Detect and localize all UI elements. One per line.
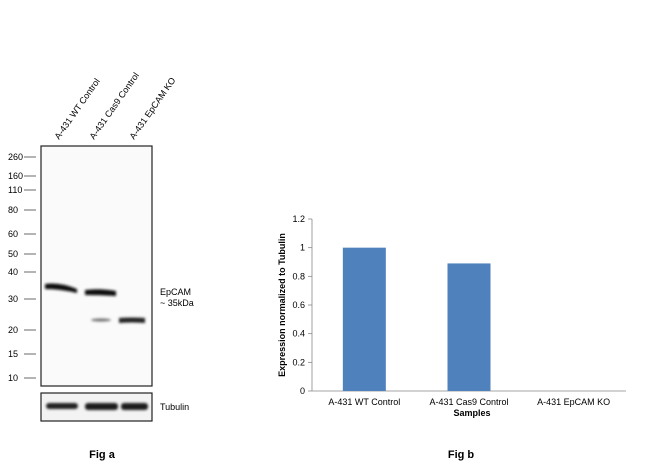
band-cas9: [85, 289, 116, 296]
marker-label: 260: [8, 152, 23, 162]
fig-a-caption: Fig a: [89, 449, 116, 461]
tubulin-band-ko: [121, 403, 148, 410]
tubulin-label: Tubulin: [160, 402, 189, 412]
marker-label: 40: [8, 267, 18, 277]
x-axis-label: Samples: [453, 408, 490, 418]
tubulin-bands: [46, 403, 148, 410]
y-axis-ticks: 0 0.2 0.4 0.6 0.8 1 1.2: [292, 214, 312, 396]
marker-label: 60: [8, 229, 18, 239]
marker-label: 110: [8, 185, 22, 195]
marker-label: 160: [8, 171, 23, 181]
marker-label: 50: [8, 249, 18, 259]
x-tick-label: A-431 WT Control: [328, 397, 400, 407]
y-tick-label: 1.2: [292, 214, 305, 224]
y-tick-label: 0.4: [292, 329, 305, 339]
band-cas9-lower: [91, 318, 111, 322]
y-tick-label: 0: [300, 386, 305, 396]
y-tick-label: 0.8: [292, 271, 305, 281]
bar: [342, 247, 386, 391]
fig-b-caption: Fig b: [448, 449, 475, 461]
marker-label: 10: [8, 373, 18, 383]
band-wt: [45, 283, 77, 293]
x-tick-label: A-431 Cas9 Control: [429, 397, 508, 407]
tubulin-band-cas9: [85, 403, 118, 410]
lane-label-ko: A-431 EpCAM KO: [127, 76, 177, 142]
western-blot: A-431 WT Control A-431 Cas9 Control A-43…: [8, 71, 194, 461]
bars: [342, 247, 491, 391]
x-tick-label: A-431 EpCAM KO: [537, 397, 610, 407]
y-tick-label: 0.2: [292, 357, 305, 367]
epcam-bands: [45, 283, 145, 323]
marker-label: 20: [8, 325, 18, 335]
y-tick-label: 1: [300, 243, 305, 253]
blot-panel: [40, 145, 153, 387]
y-axis-label: Expression normalized to Tubulin: [277, 233, 287, 377]
band-ko-lower: [119, 317, 145, 323]
band-label-size: ~ 35kDa: [160, 298, 194, 308]
marker-label: 80: [8, 205, 18, 215]
marker-ladder: 260 160 110 80 60 50 40 30 20 15 10: [8, 152, 36, 383]
y-tick-label: 0.6: [292, 300, 305, 310]
marker-label: 30: [8, 294, 18, 304]
x-axis-ticks: A-431 WT Control A-431 Cas9 Control A-431 …: [328, 397, 610, 407]
marker-label: 15: [8, 349, 18, 359]
band-label-name: EpCAM: [160, 287, 191, 297]
bar-chart: 00.20.40.60.811.2 A-431 WT Control A-431 …: [277, 214, 626, 461]
tubulin-band-wt: [46, 403, 78, 409]
bar: [447, 263, 491, 391]
